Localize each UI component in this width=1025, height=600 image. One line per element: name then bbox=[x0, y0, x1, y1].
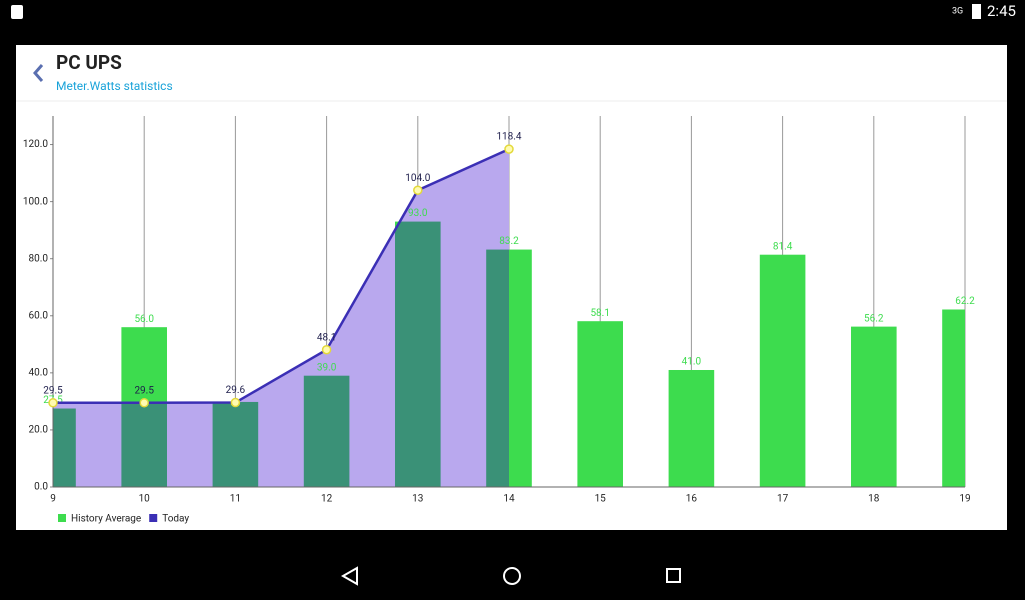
x-tick-label: 16 bbox=[686, 494, 698, 505]
sd-icon bbox=[11, 5, 23, 19]
x-tick-label: 17 bbox=[777, 494, 789, 505]
y-tick-label: 0.0 bbox=[34, 482, 48, 493]
today-point bbox=[230, 397, 241, 408]
legend-label: History Average bbox=[71, 514, 141, 525]
plot bbox=[53, 149, 965, 487]
bar-value-label: 83.2 bbox=[499, 236, 519, 247]
y-tick-label: 100.0 bbox=[23, 196, 48, 207]
today-value-label: 104.0 bbox=[405, 173, 430, 184]
today-point bbox=[139, 398, 149, 408]
subtitle: Meter.Watts statistics bbox=[56, 79, 173, 93]
back-button[interactable] bbox=[33, 64, 44, 82]
legend-swatch bbox=[149, 514, 158, 522]
chart: 9 10 11 12 13 14 15 16 17 18 19 0.0 20.0 40.0 60.0 80.0… bbox=[23, 116, 975, 525]
bar bbox=[577, 321, 623, 487]
today-value-label: 29.5 bbox=[43, 385, 63, 396]
bar-value-label: 62.2 bbox=[955, 296, 975, 307]
nav-back[interactable] bbox=[340, 566, 358, 586]
clock: 2:45 bbox=[987, 2, 1016, 20]
today-value-label: 118.4 bbox=[496, 132, 521, 143]
today-point bbox=[413, 185, 423, 195]
today-point bbox=[321, 344, 332, 355]
legend-label: Today bbox=[162, 514, 189, 525]
today-line bbox=[53, 147, 510, 405]
x-tick-label: 11 bbox=[230, 494, 241, 505]
y-tick-label: 60.0 bbox=[29, 310, 49, 321]
bar-value-label: 56.0 bbox=[134, 314, 154, 325]
x-tick-label: 14 bbox=[503, 494, 515, 505]
today-value-label: 29.5 bbox=[134, 385, 154, 396]
bar bbox=[759, 254, 806, 487]
y-tick-label: 80.0 bbox=[29, 253, 49, 264]
bar bbox=[851, 326, 897, 487]
y-tick-label: 40.0 bbox=[29, 367, 49, 378]
nav-home[interactable] bbox=[503, 567, 521, 585]
title: PC UPS bbox=[56, 51, 122, 74]
bar-overlap bbox=[53, 408, 76, 487]
bar-value-label: 56.2 bbox=[864, 313, 884, 324]
x-tick-label: 13 bbox=[412, 494, 423, 505]
bar-overlap bbox=[212, 401, 259, 487]
network: 3G bbox=[952, 6, 963, 16]
bar-value-label: 93.0 bbox=[408, 208, 428, 219]
bar-overlap bbox=[395, 221, 441, 487]
today-value-label: 29.6 bbox=[226, 385, 246, 396]
bar-value-label: 39.0 bbox=[317, 362, 337, 373]
bar-value-label: 81.4 bbox=[773, 241, 793, 252]
bar-overlap bbox=[303, 375, 350, 487]
x-tick-label: 9 bbox=[50, 494, 56, 505]
bar-value-label: 58.1 bbox=[590, 308, 610, 319]
bar-value-label: 41.0 bbox=[682, 357, 702, 368]
x-tick-label: 19 bbox=[959, 494, 970, 505]
x-tick-label: 15 bbox=[595, 494, 607, 505]
legend-swatch bbox=[58, 514, 66, 522]
x-tick-label: 10 bbox=[139, 494, 151, 505]
y-tick-label: 20.0 bbox=[29, 425, 49, 436]
bar bbox=[942, 309, 965, 487]
battery-icon bbox=[972, 4, 981, 19]
today-point bbox=[504, 144, 514, 154]
y-tick-label: 120.0 bbox=[23, 139, 48, 150]
today-point bbox=[48, 398, 58, 408]
x-tick-label: 18 bbox=[868, 494, 880, 505]
today-value-label: 48.1 bbox=[317, 332, 337, 343]
bar bbox=[668, 369, 715, 487]
bar-overlap bbox=[486, 249, 509, 487]
nav-recents[interactable] bbox=[666, 568, 681, 583]
x-tick-label: 12 bbox=[321, 494, 333, 505]
